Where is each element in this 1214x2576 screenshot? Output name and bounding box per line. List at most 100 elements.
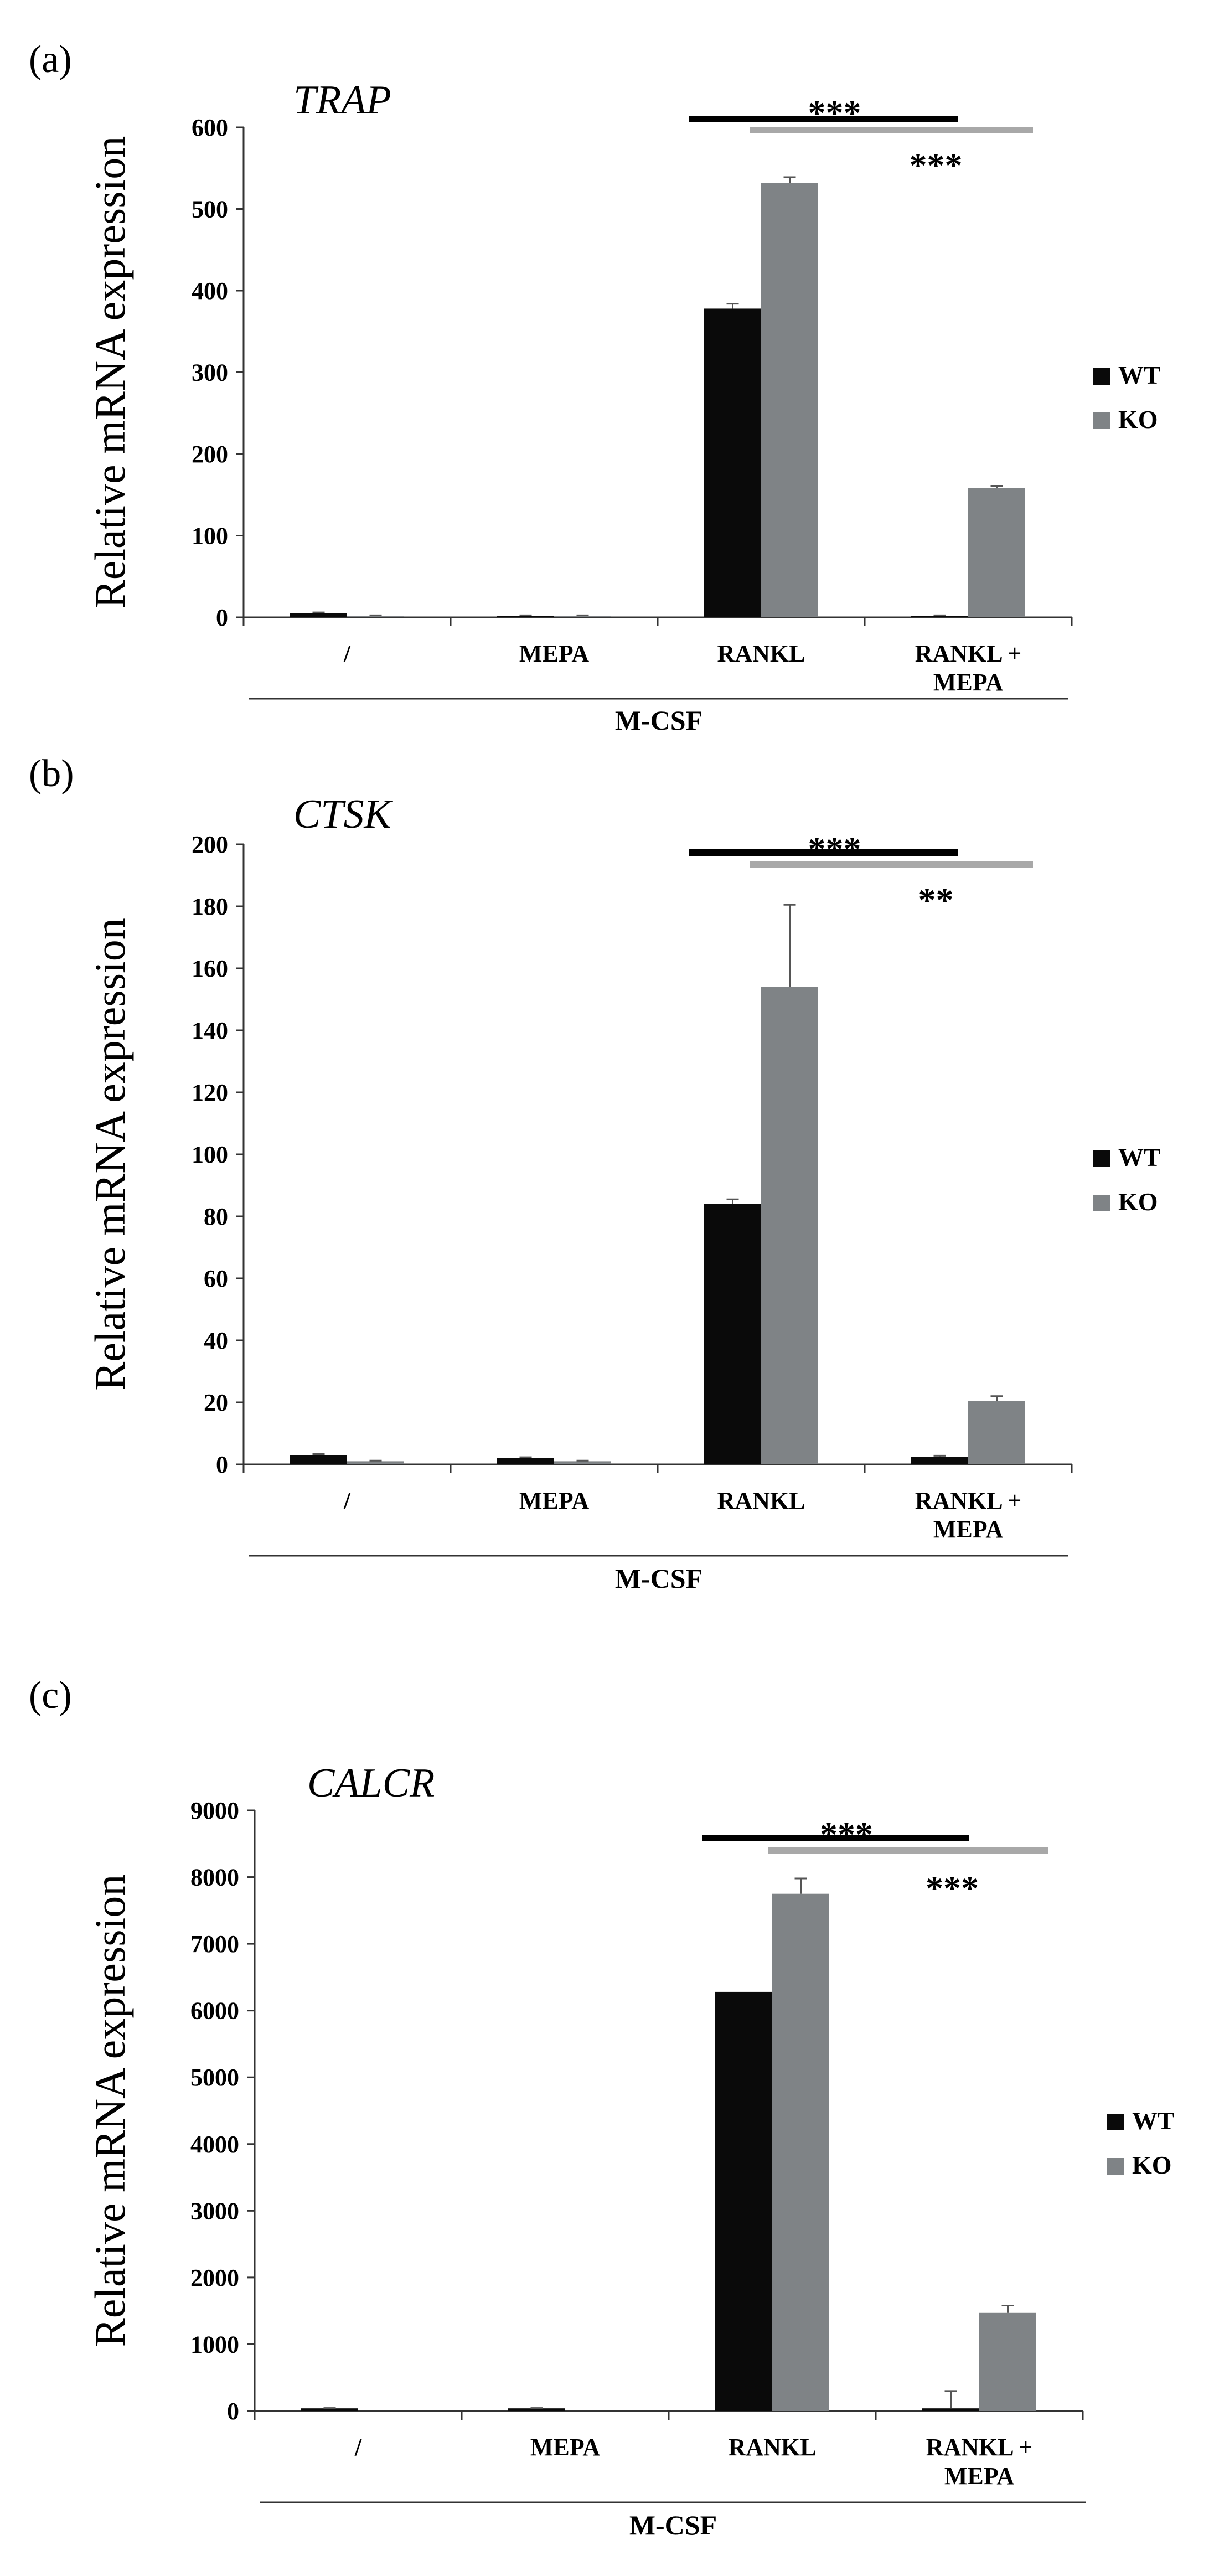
y-tick-label: 40 xyxy=(204,1327,228,1354)
y-tick-label: 100 xyxy=(192,1141,228,1168)
chart-panel-2: (b) CTSK Relative mRNA expression 0 20 40 60 80… xyxy=(29,752,1161,1594)
y-tick-label: 500 xyxy=(192,196,228,223)
x-tick-label: MEPA xyxy=(530,2434,600,2461)
legend-swatch-ko xyxy=(1107,2158,1124,2175)
y-tick-label: 120 xyxy=(192,1079,228,1106)
bar-ko-2 xyxy=(554,616,611,617)
legend-label-ko: KO xyxy=(1132,2151,1172,2179)
x-tick-label-line: / xyxy=(354,2434,362,2461)
significance-label: *** xyxy=(926,1868,979,1908)
x-tick-label-line: MEPA xyxy=(519,1487,589,1514)
legend-label-wt: WT xyxy=(1118,361,1161,389)
y-tick-label: 8000 xyxy=(190,1864,239,1891)
legend-swatch-ko xyxy=(1093,1195,1110,1211)
y-tick-label: 6000 xyxy=(190,1997,239,2025)
bar-ko-3 xyxy=(761,183,818,617)
y-tick-label: 100 xyxy=(192,523,228,550)
x-tick-label-line: RANKL + xyxy=(915,640,1022,667)
bar-ko-4 xyxy=(968,1401,1025,1464)
x-tick-label-line: / xyxy=(343,640,351,667)
x-tick-label-line: RANKL xyxy=(717,640,805,667)
y-tick-label: 180 xyxy=(192,893,228,920)
legend-label-ko: KO xyxy=(1118,405,1158,433)
group-label: M-CSF xyxy=(629,2510,717,2541)
bar-wt-1 xyxy=(290,613,347,617)
y-tick-label: 0 xyxy=(216,1451,228,1478)
chart-title: TRAP xyxy=(293,78,391,123)
x-tick-label: RANKL xyxy=(729,2434,817,2461)
significance-label: *** xyxy=(808,93,861,132)
bar-ko-2 xyxy=(554,1461,611,1464)
x-tick-label-line: RANKL xyxy=(717,1487,805,1514)
x-tick-label-line: MEPA xyxy=(933,669,1003,696)
y-tick-label: 2000 xyxy=(190,2264,239,2291)
bar-wt-2 xyxy=(508,2408,565,2411)
y-tick-label: 400 xyxy=(192,277,228,304)
bar-ko-1 xyxy=(347,1461,404,1464)
legend-swatch-wt xyxy=(1093,368,1110,385)
panel-label: (c) xyxy=(29,1674,72,1717)
bar-ko-3 xyxy=(772,1893,829,2411)
y-tick-label: 0 xyxy=(216,604,228,631)
bar-wt-3 xyxy=(704,308,761,617)
x-tick-label: RANKL + MEPA xyxy=(915,1487,1022,1543)
significance-label: ** xyxy=(918,880,954,920)
x-tick-label-line: MEPA xyxy=(519,640,589,667)
x-tick-label-line: RANKL + xyxy=(926,2434,1033,2461)
y-axis-label: Relative mRNA expression xyxy=(86,1875,134,2347)
legend-label-wt: WT xyxy=(1118,1143,1161,1171)
legend-label-wt: WT xyxy=(1132,2107,1175,2135)
chart-title: CALCR xyxy=(307,1761,435,1806)
y-tick-label: 3000 xyxy=(190,2197,239,2224)
bar-ko-3 xyxy=(761,987,818,1464)
x-tick-label: RANKL + MEPA xyxy=(915,640,1022,696)
bar-wt-1 xyxy=(290,1455,347,1464)
bar-ko-1 xyxy=(347,616,404,617)
y-tick-label: 200 xyxy=(192,831,228,858)
x-tick-label-line: MEPA xyxy=(530,2434,600,2461)
y-axis-label: Relative mRNA expression xyxy=(86,918,134,1391)
x-tick-label-line: MEPA xyxy=(944,2463,1014,2490)
x-tick-label: MEPA xyxy=(519,640,589,667)
y-tick-label: 9000 xyxy=(190,1797,239,1824)
panel-label: (b) xyxy=(29,752,74,795)
bar-wt-2 xyxy=(497,616,554,617)
chart-panel-3: (c) CALCR Relative mRNA expression 0 1000 200… xyxy=(29,1674,1175,2541)
x-tick-label-line: / xyxy=(343,1487,351,1514)
y-tick-label: 1000 xyxy=(190,2331,239,2358)
x-tick-label-line: RANKL + xyxy=(915,1487,1022,1514)
panel-label: (a) xyxy=(29,38,72,81)
y-tick-label: 160 xyxy=(192,955,228,982)
x-tick-label: / xyxy=(343,640,351,667)
y-tick-label: 0 xyxy=(227,2398,239,2425)
legend-swatch-ko xyxy=(1093,412,1110,429)
x-tick-label: RANKL + MEPA xyxy=(926,2434,1033,2490)
group-label: M-CSF xyxy=(615,705,702,736)
x-tick-label: RANKL xyxy=(717,640,805,667)
x-tick-label-line: RANKL xyxy=(729,2434,817,2461)
x-tick-label: / xyxy=(354,2434,362,2461)
x-tick-label: RANKL xyxy=(717,1487,805,1514)
bar-wt-4 xyxy=(911,1457,968,1464)
bar-wt-4 xyxy=(922,2408,979,2411)
x-tick-label: / xyxy=(343,1487,351,1514)
bar-wt-3 xyxy=(704,1204,761,1464)
group-label: M-CSF xyxy=(615,1563,702,1594)
legend-label-ko: KO xyxy=(1118,1188,1158,1216)
y-tick-label: 200 xyxy=(192,441,228,468)
chart-panel-1: (a) TRAP Relative mRNA expression 0 100 200 30… xyxy=(29,38,1161,736)
y-tick-label: 4000 xyxy=(190,2131,239,2158)
bar-wt-3 xyxy=(715,1991,772,2411)
bar-ko-4 xyxy=(979,2312,1036,2411)
legend-swatch-wt xyxy=(1107,2114,1124,2130)
chart-title: CTSK xyxy=(293,792,394,837)
significance-label: *** xyxy=(910,146,963,185)
y-tick-label: 140 xyxy=(192,1017,228,1044)
y-tick-label: 60 xyxy=(204,1265,228,1292)
bar-wt-4 xyxy=(911,616,968,617)
y-tick-label: 300 xyxy=(192,359,228,386)
y-axis-label: Relative mRNA expression xyxy=(86,136,134,609)
y-tick-label: 5000 xyxy=(190,2064,239,2091)
bar-wt-2 xyxy=(497,1458,554,1464)
